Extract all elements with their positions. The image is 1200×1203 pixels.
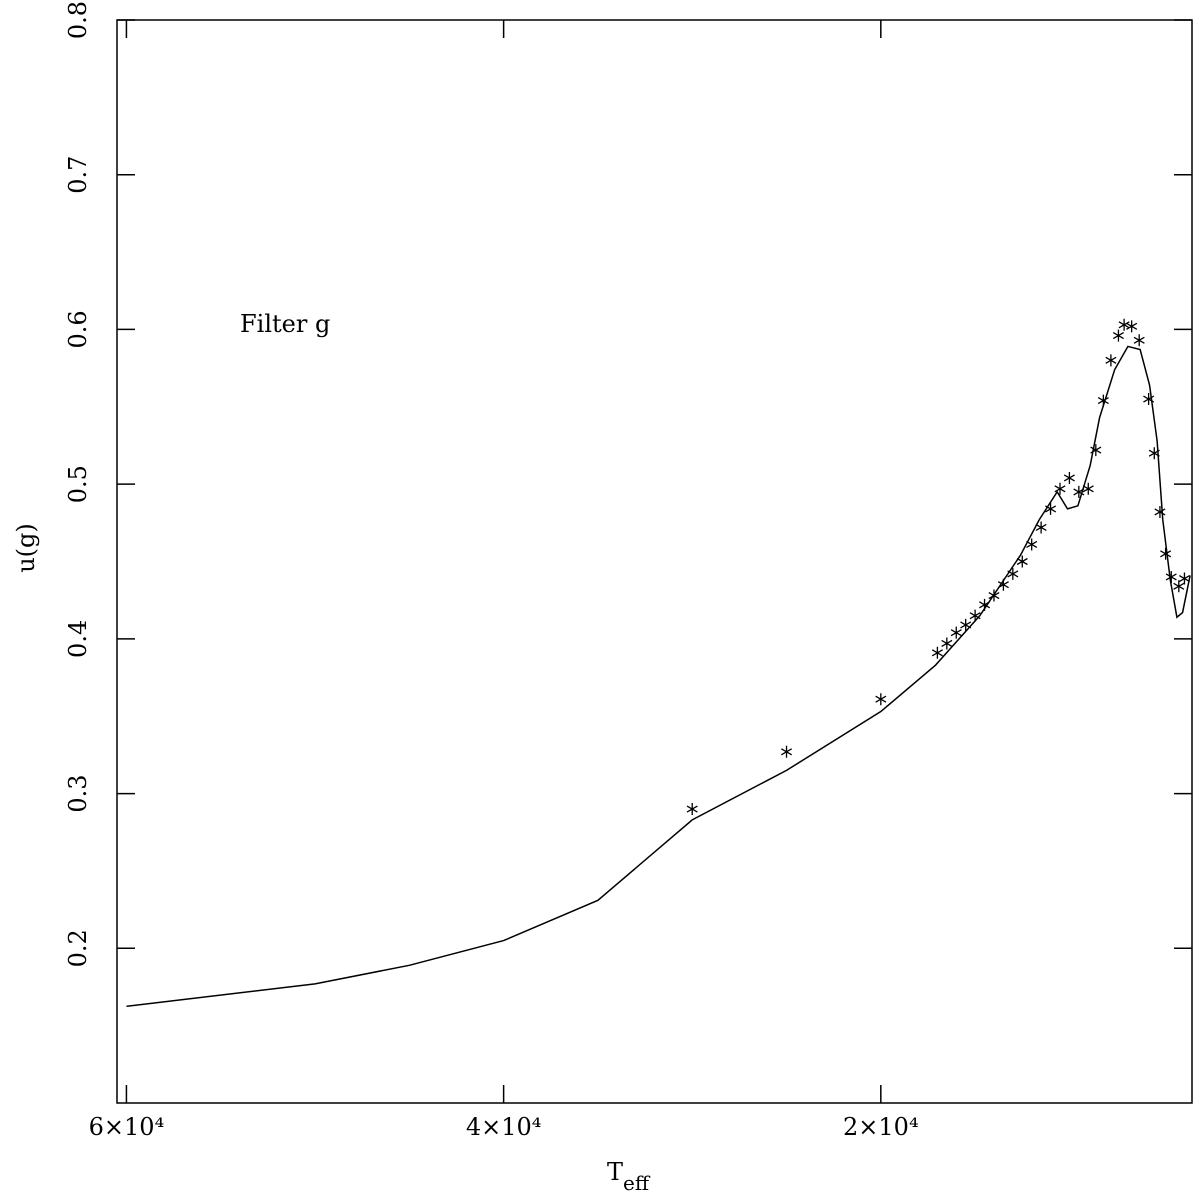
star-point [1026, 538, 1038, 551]
x-label-main: T [607, 1158, 623, 1186]
star-point [686, 803, 698, 816]
star-point [1126, 320, 1138, 333]
star-point [1097, 394, 1109, 407]
star-point [1118, 318, 1130, 331]
star-point [1016, 555, 1028, 568]
star-point [1035, 521, 1047, 534]
y-tick-label: 0.4 [64, 620, 92, 658]
star-point [950, 626, 962, 639]
star-point [960, 618, 972, 631]
star-point [1054, 482, 1066, 495]
star-point [1105, 354, 1117, 367]
star-point [1007, 567, 1019, 580]
x-label-sub: eff [623, 1171, 651, 1195]
star-point [1133, 334, 1145, 347]
star-point [1090, 444, 1102, 457]
star-point [875, 693, 887, 706]
star-point [1082, 482, 1094, 495]
star-point [1112, 329, 1124, 342]
star-point [1160, 547, 1172, 560]
x-tick-label: 4×10⁴ [466, 1113, 542, 1141]
model-curve [126, 345, 1191, 1008]
y-tick-label: 0.3 [64, 774, 92, 812]
star-point [1063, 471, 1075, 484]
plot-frame [116, 19, 1193, 1104]
star-point [941, 637, 953, 650]
y-tick-label: 0.2 [64, 929, 92, 967]
annotation: Filter g [240, 310, 330, 338]
star-point [931, 646, 943, 659]
y-tick-label: 0.5 [64, 465, 92, 503]
star-point [1178, 572, 1190, 585]
star-point [1143, 393, 1155, 406]
star-point [988, 589, 1000, 602]
star-point [1148, 447, 1160, 460]
star-point [1165, 570, 1177, 583]
star-point [1045, 502, 1057, 515]
star-point [780, 745, 793, 758]
y-tick-label: 0.7 [64, 156, 92, 194]
star-point [1073, 485, 1085, 498]
x-tick-label: 6×10⁴ [89, 1113, 165, 1141]
star-point [997, 578, 1009, 591]
star-point [1173, 580, 1185, 593]
x-tick-label: 2×10⁴ [843, 1113, 919, 1141]
x-axis-label: Teff [607, 1158, 651, 1195]
star-point [969, 609, 981, 622]
y-axis-label: u(g) [12, 523, 40, 573]
y-tick-label: 0.8 [64, 1, 92, 39]
star-point [1154, 505, 1166, 518]
y-tick-label: 0.6 [64, 310, 92, 348]
star-point [979, 598, 991, 611]
